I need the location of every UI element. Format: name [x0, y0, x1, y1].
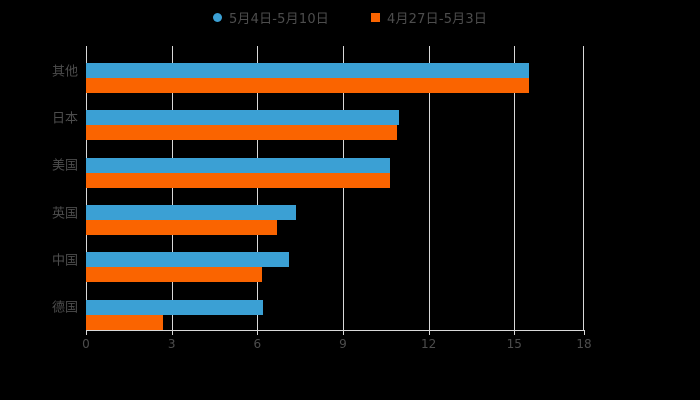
y-axis-labels: 其他 日本 美国 英国 中国 德国 [0, 46, 78, 330]
gridline-18 [583, 46, 584, 330]
legend-item-series-0[interactable]: 5月4日-5月10日 [212, 8, 329, 27]
y-axis-label-2: 美国 [51, 158, 78, 174]
legend-item-series-1[interactable]: 4月27日-5月3日 [371, 8, 487, 27]
x-tick-mark-1 [171, 330, 173, 335]
y-axis-label-5: 德国 [51, 300, 78, 316]
bar-series-0-cat-2[interactable] [86, 157, 391, 173]
x-axis-tick-label-2: 6 [253, 337, 262, 351]
legend-marker-square-icon [371, 13, 380, 22]
x-axis-tick-label-0: 0 [82, 337, 90, 351]
gridline-3 [171, 46, 173, 330]
x-axis-tick-label-5: 15 [506, 337, 522, 351]
y-axis-line [86, 46, 87, 330]
bar-series-1-cat-0[interactable] [86, 78, 529, 93]
legend-marker-circle-icon [212, 13, 222, 22]
y-axis-label-3: 英国 [51, 206, 78, 222]
plot-area [86, 46, 584, 330]
x-tick-mark-2 [257, 330, 259, 335]
x-tick-mark-4 [428, 330, 430, 335]
x-axis-tick-label-4: 12 [421, 337, 437, 351]
bar-series-0-cat-5[interactable] [86, 299, 264, 315]
x-axis-tick-label-6: 18 [576, 337, 592, 351]
x-axis-tick-label-3: 9 [339, 337, 347, 351]
gridline-15 [514, 46, 516, 330]
x-tick-mark-6 [584, 330, 585, 335]
y-axis-label-4: 中国 [51, 253, 78, 269]
bar-series-1-cat-1[interactable] [86, 125, 398, 141]
legend-label-series-0: 5月4日-5月10日 [228, 12, 329, 27]
bar-series-0-cat-3[interactable] [86, 205, 297, 220]
x-tick-mark-0 [86, 330, 87, 335]
bar-series-0-cat-0[interactable] [86, 63, 529, 78]
bar-series-1-cat-5[interactable] [86, 314, 164, 330]
chart-legend: 5月4日-5月10日 4月27日-5月3日 [0, 8, 700, 27]
bar-series-1-cat-3[interactable] [86, 220, 277, 235]
y-axis-label-0: 其他 [51, 64, 78, 80]
x-axis-line [86, 330, 585, 331]
y-axis-label-1: 日本 [51, 111, 78, 127]
bar-series-1-cat-2[interactable] [86, 172, 391, 188]
bar-series-0-cat-4[interactable] [86, 252, 290, 268]
bar-series-0-cat-1[interactable] [86, 110, 399, 126]
x-axis-tick-label-1: 3 [167, 337, 176, 351]
gridline-6 [257, 46, 259, 330]
gridline-12 [428, 46, 430, 330]
legend-label-series-1: 4月27日-5月3日 [387, 12, 488, 27]
bar-series-1-cat-4[interactable] [86, 267, 262, 283]
gridline-9 [343, 46, 344, 330]
x-tick-mark-5 [514, 330, 516, 335]
x-tick-mark-3 [343, 330, 344, 335]
